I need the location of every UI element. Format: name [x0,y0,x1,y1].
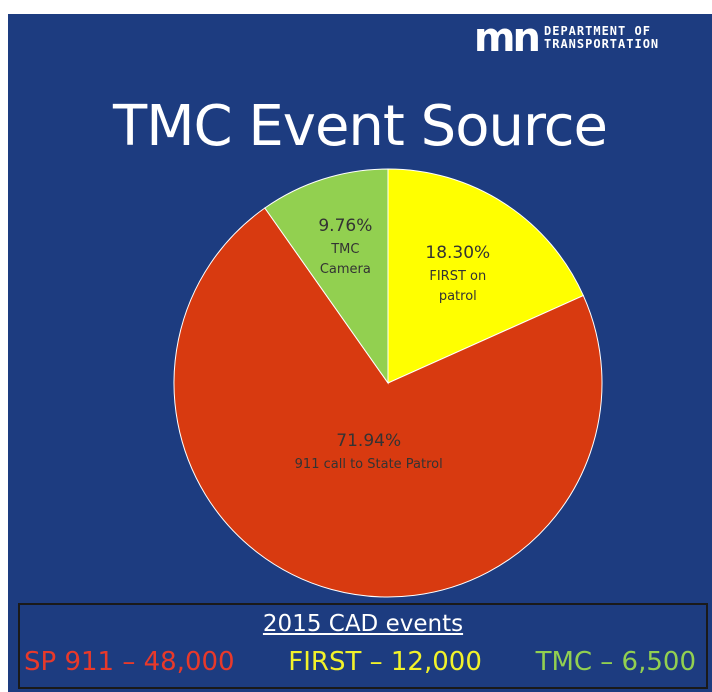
footer-box: 2015 CAD events SP 911 – 48,000 FIRST – 1… [18,603,708,689]
slice-label: 71.94% 911 call to State Patrol [295,431,443,475]
footer-title: 2015 CAD events [262,611,464,637]
slice-value: 9.76% [318,216,373,237]
slice-label: 18.30% FIRST on patrol [413,243,503,307]
slice-label: 9.76% TMC Camera [316,216,374,280]
slice-value: 18.30% [425,243,491,264]
chart-title: TMC Event Source [113,94,608,159]
slice-name: TMC Camera [319,242,371,278]
slide: mn DEPARTMENT OF TRANSPORTATION TMC Even… [8,14,712,692]
logo-text: DEPARTMENT OF TRANSPORTATION [544,24,660,51]
footer-item: TMC – 6,500 [535,647,696,677]
slice-name: FIRST on patrol [429,269,487,305]
footer-item: FIRST – 12,000 [288,647,482,677]
logo-mark: mn [473,15,541,61]
pie-slice [173,207,603,598]
logo: mn DEPARTMENT OF TRANSPORTATION [474,18,704,58]
pie-slice [264,168,389,385]
pie-chart [173,168,603,598]
footer-items: SP 911 – 48,000 FIRST – 12,000 TMC – 6,500 [20,647,706,677]
pie-slice [387,168,584,384]
slice-value: 71.94% [336,431,402,452]
footer-item: SP 911 – 48,000 [24,647,235,677]
slice-name: 911 call to State Patrol [294,457,443,473]
